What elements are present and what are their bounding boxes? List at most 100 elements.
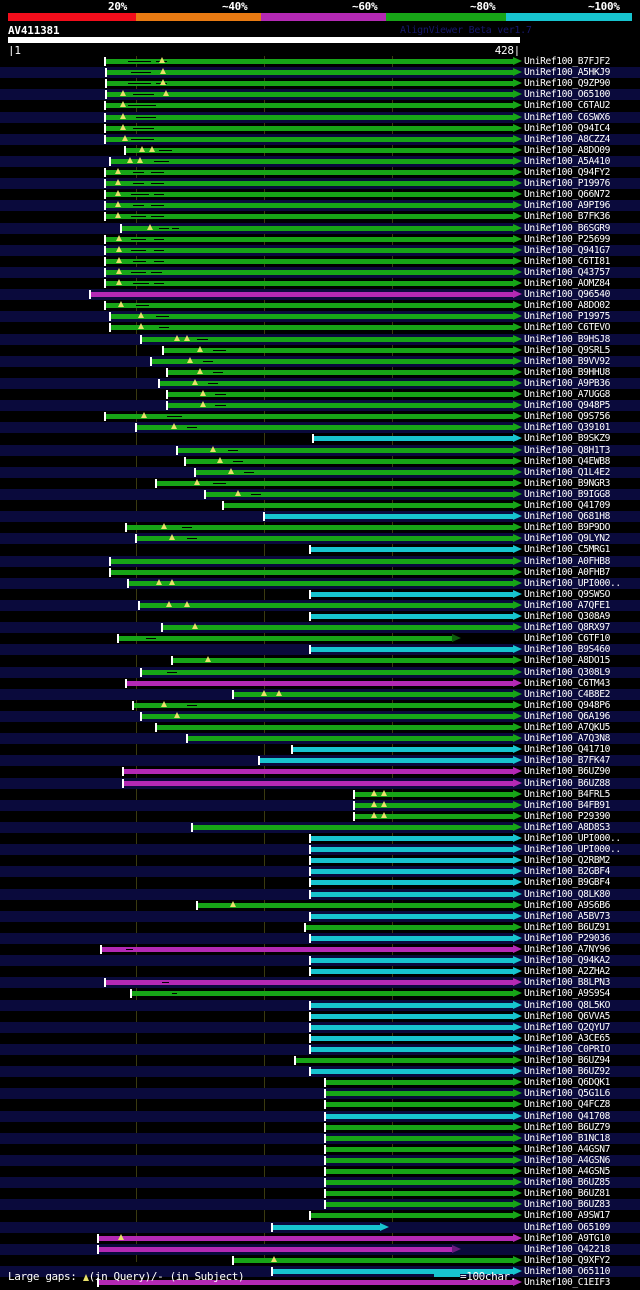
hit-segment[interactable] xyxy=(161,345,522,355)
hit-segment[interactable] xyxy=(222,501,522,510)
alignment-row[interactable]: UniRef100_Q5G1L6 xyxy=(0,1088,640,1100)
hit-segment[interactable] xyxy=(124,678,522,688)
hit-segment[interactable] xyxy=(127,578,522,588)
hit-segment[interactable] xyxy=(155,723,522,732)
sequence-id-label[interactable]: UniRef100_Q9SWSO xyxy=(524,588,611,600)
sequence-id-label[interactable]: UniRef100_B9SKZ9 xyxy=(524,433,611,445)
sequence-id-label[interactable]: UniRef100_B6UZ92 xyxy=(524,1066,611,1078)
alignment-row[interactable]: UniRef100_Q66N72 xyxy=(0,189,640,200)
sequence-id-label[interactable]: UniRef100_UPI000.. xyxy=(524,844,621,856)
sequence-id-label[interactable]: UniRef100_Q42218 xyxy=(524,1243,611,1255)
hit-segment[interactable] xyxy=(122,778,522,788)
sequence-id-label[interactable]: UniRef100_C6TEVO xyxy=(524,322,611,334)
sequence-id-label[interactable]: UniRef100_B9P9DO xyxy=(524,522,611,534)
alignment-row[interactable]: UniRef100_Q42218 xyxy=(0,1243,640,1255)
alignment-row[interactable]: UniRef100_B4FB91 xyxy=(0,799,640,811)
alignment-row[interactable]: UniRef100_A9PI96 xyxy=(0,200,640,212)
alignment-row[interactable]: UniRef100_Q2QYU7 xyxy=(0,1021,640,1033)
alignment-row[interactable]: UniRef100_A4GSN6 xyxy=(0,1154,640,1166)
alignment-row[interactable]: UniRef100_Q9SRL5 xyxy=(0,345,640,356)
alignment-row[interactable]: UniRef100_B9IGG8 xyxy=(0,488,640,500)
alignment-row[interactable]: UniRef100_C6TAU2 xyxy=(0,100,640,111)
alignment-row[interactable]: UniRef100_Q6DQK1 xyxy=(0,1077,640,1088)
alignment-row[interactable]: UniRef100_B7FK36 xyxy=(0,211,640,222)
sequence-id-label[interactable]: UniRef100_Q8LK80 xyxy=(524,888,611,900)
hit-segment[interactable] xyxy=(123,145,522,155)
alignment-row[interactable]: UniRef100_B6UZ79 xyxy=(0,1122,640,1133)
alignment-row[interactable]: UniRef100_Q9XFY2 xyxy=(0,1255,640,1266)
sequence-id-label[interactable]: UniRef100_A7NY96 xyxy=(524,944,611,955)
alignment-row[interactable]: UniRef100_Q308A9 xyxy=(0,611,640,622)
hit-segment[interactable] xyxy=(96,1278,522,1287)
hit-segment[interactable] xyxy=(309,967,522,977)
hit-segment[interactable] xyxy=(324,1089,522,1099)
alignment-row[interactable]: UniRef100_A8D8S3 xyxy=(0,821,640,833)
hit-segment[interactable] xyxy=(270,1222,389,1232)
alignment-row[interactable]: UniRef100_C4B8E2 xyxy=(0,688,640,700)
alignment-row[interactable]: UniRef100_A2ZHA2 xyxy=(0,966,640,977)
sequence-id-label[interactable]: UniRef100_Q41710 xyxy=(524,744,611,756)
alignment-row[interactable]: UniRef100_C6TI81 xyxy=(0,256,640,267)
sequence-id-label[interactable]: UniRef100_B8LPN3 xyxy=(524,977,611,989)
sequence-id-label[interactable]: UniRef100_A4GSN7 xyxy=(524,1143,611,1155)
alignment-row[interactable]: UniRef100_B9SKZ9 xyxy=(0,433,640,444)
alignment-row[interactable]: UniRef100_A5BV73 xyxy=(0,910,640,922)
sequence-id-label[interactable]: UniRef100_B6UZ83 xyxy=(524,1199,611,1211)
sequence-id-label[interactable]: UniRef100_C1EIF3 xyxy=(524,1277,611,1288)
alignment-row[interactable]: UniRef100_Q94FY2 xyxy=(0,167,640,178)
hit-segment[interactable] xyxy=(191,822,522,832)
hit-segment[interactable] xyxy=(103,123,522,133)
hit-segment[interactable] xyxy=(309,1067,522,1077)
alignment-row[interactable]: UniRef100_A3CE65 xyxy=(0,1033,640,1044)
sequence-id-label[interactable]: UniRef100_Q6DQK1 xyxy=(524,1077,611,1089)
hit-segment[interactable] xyxy=(193,467,522,477)
sequence-id-label[interactable]: UniRef100_Q8H1T3 xyxy=(524,444,611,456)
alignment-row[interactable]: UniRef100_UPI000.. xyxy=(0,833,640,844)
hit-segment[interactable] xyxy=(105,68,522,78)
alignment-row[interactable]: UniRef100_Q6VVA5 xyxy=(0,1011,640,1022)
sequence-id-label[interactable]: UniRef100_Q9LYN2 xyxy=(524,533,611,545)
sequence-id-label[interactable]: UniRef100_C5MRG1 xyxy=(524,544,611,556)
alignment-row[interactable]: UniRef100_B6UZ90 xyxy=(0,766,640,777)
hit-segment[interactable] xyxy=(309,1000,522,1010)
hit-segment[interactable] xyxy=(109,567,522,577)
hit-segment[interactable] xyxy=(232,689,522,699)
hit-segment[interactable] xyxy=(103,245,522,255)
sequence-id-label[interactable]: UniRef100_B6UZ91 xyxy=(524,921,611,933)
hit-segment[interactable] xyxy=(309,1044,522,1054)
hit-segment[interactable] xyxy=(129,989,522,999)
alignment-row[interactable]: UniRef100_B6UZ91 xyxy=(0,922,640,933)
sequence-id-label[interactable]: UniRef100_B2GBF4 xyxy=(524,866,611,878)
alignment-row[interactable]: UniRef100_B6UZ94 xyxy=(0,1055,640,1066)
alignment-row[interactable]: UniRef100_A5A410 xyxy=(0,155,640,167)
alignment-row[interactable]: UniRef100_P29036 xyxy=(0,932,640,944)
hit-segment[interactable] xyxy=(324,1155,522,1165)
sequence-id-label[interactable]: UniRef100_A7UGG8 xyxy=(524,389,611,400)
alignment-row[interactable]: UniRef100_A7QFE1 xyxy=(0,599,640,611)
hit-segment[interactable] xyxy=(140,711,522,721)
sequence-id-label[interactable]: UniRef100_Q41708 xyxy=(524,1110,611,1122)
alignment-row[interactable]: UniRef100_UPI000.. xyxy=(0,844,640,856)
alignment-row[interactable]: UniRef100_Q1L4E2 xyxy=(0,466,640,478)
sequence-id-label[interactable]: UniRef100_C0PRIO xyxy=(524,1043,611,1055)
sequence-id-label[interactable]: UniRef100_A4GSN6 xyxy=(524,1154,611,1166)
hit-segment[interactable] xyxy=(109,156,522,166)
alignment-row[interactable]: UniRef100_A4GSN5 xyxy=(0,1166,640,1177)
hit-segment[interactable] xyxy=(324,1167,522,1176)
alignment-row[interactable]: UniRef100_B9S460 xyxy=(0,644,640,656)
hit-segment[interactable] xyxy=(109,312,522,322)
alignment-row[interactable]: UniRef100_A4GSN7 xyxy=(0,1144,640,1155)
alignment-row[interactable]: UniRef100_A5HKJ9 xyxy=(0,67,640,79)
hit-segment[interactable] xyxy=(103,134,522,144)
alignment-row[interactable]: UniRef100_Q8RX97 xyxy=(0,622,640,634)
sequence-id-label[interactable]: UniRef100_Q94IC4 xyxy=(524,122,611,134)
sequence-id-label[interactable]: UniRef100_A8CZZ4 xyxy=(524,133,611,145)
alignment-row[interactable]: UniRef100_B6UZ81 xyxy=(0,1188,640,1199)
hit-segment[interactable] xyxy=(96,1233,522,1243)
hit-segment[interactable] xyxy=(88,290,522,300)
hit-segment[interactable] xyxy=(183,456,522,466)
sequence-id-label[interactable]: UniRef100_Q308L9 xyxy=(524,666,611,678)
sequence-id-label[interactable]: UniRef100_A2ZHA2 xyxy=(524,966,611,978)
alignment-row[interactable]: UniRef100_B6SGR9 xyxy=(0,222,640,234)
sequence-id-label[interactable]: UniRef100_A3CE65 xyxy=(524,1032,611,1044)
